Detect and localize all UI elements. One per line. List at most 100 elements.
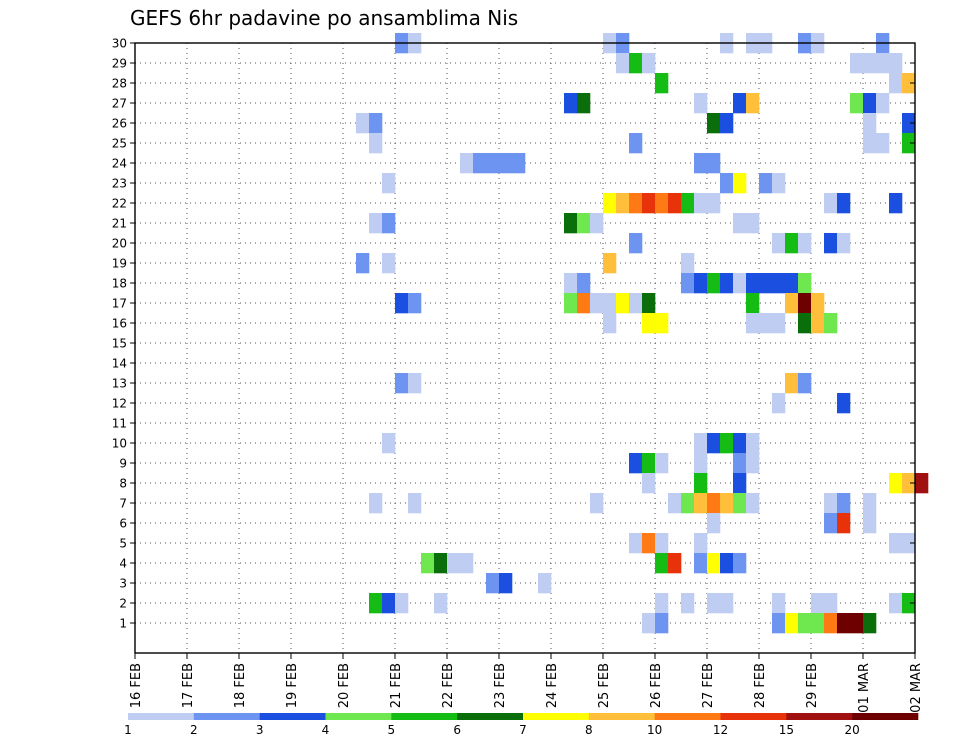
heat-cell: [694, 473, 708, 494]
x-tick-label: 17 FEB: [181, 663, 196, 708]
y-tick-label: 2: [119, 597, 127, 611]
heat-cell: [902, 593, 916, 614]
legend-label: 8: [585, 723, 593, 737]
heat-cell: [824, 313, 838, 334]
legend-label: 6: [453, 723, 461, 737]
x-tick-label: 16 FEB: [129, 663, 144, 708]
y-tick-label: 16: [112, 317, 127, 331]
legend-label: 2: [190, 723, 198, 737]
legend-label: 7: [519, 723, 527, 737]
heat-cell: [746, 433, 760, 454]
heat-cell: [772, 593, 786, 614]
heat-cell: [603, 193, 617, 214]
heat-cell: [564, 213, 578, 234]
heat-cell: [876, 93, 890, 114]
heat-cell: [395, 373, 409, 394]
heat-cell: [798, 293, 812, 314]
heat-cell: [668, 493, 682, 514]
heat-cell: [642, 313, 656, 334]
heat-cell: [694, 153, 708, 174]
y-tick-label: 11: [112, 417, 127, 431]
heat-cell: [889, 593, 903, 614]
heat-cell: [395, 293, 409, 314]
heat-cell: [733, 453, 747, 474]
y-tick-label: 30: [112, 37, 127, 51]
heat-cell: [590, 213, 604, 234]
heat-cell: [642, 293, 656, 314]
heat-cell: [798, 613, 812, 634]
heat-cell: [642, 473, 656, 494]
heat-cell: [395, 593, 409, 614]
heat-cell: [629, 53, 643, 74]
heat-cell: [382, 253, 396, 274]
legend-label: 12: [713, 723, 728, 737]
heat-cell: [733, 93, 747, 114]
heat-cell: [915, 473, 929, 494]
heat-cell: [863, 93, 877, 114]
heat-cell: [707, 193, 721, 214]
heat-cell: [720, 273, 734, 294]
heat-cell: [746, 313, 760, 334]
y-tick-label: 4: [119, 557, 127, 571]
x-tick-label: 27 FEB: [701, 663, 716, 708]
x-tick-label: 28 FEB: [753, 663, 768, 708]
plot-frame: [134, 42, 916, 654]
heat-cell: [629, 233, 643, 254]
heat-cell: [837, 613, 851, 634]
heat-cell: [655, 613, 669, 634]
y-tick-label: 22: [112, 197, 127, 211]
heat-cell: [408, 293, 422, 314]
heat-cell: [369, 493, 383, 514]
legend-swatch: [325, 713, 392, 720]
y-tick-label: 21: [112, 217, 127, 231]
legend-swatch: [523, 713, 590, 720]
heat-cell: [629, 293, 643, 314]
heat-cell: [681, 253, 695, 274]
y-tick-label: 6: [119, 517, 127, 531]
x-tick-label: 24 FEB: [545, 663, 560, 708]
x-tick-label: 20 FEB: [337, 663, 352, 708]
heat-cell: [707, 553, 721, 574]
heat-cell: [863, 53, 877, 74]
heat-cell: [382, 593, 396, 614]
heat-cell: [356, 113, 370, 134]
y-tick-label: 28: [112, 77, 127, 91]
heat-cell: [720, 173, 734, 194]
heat-cell: [603, 253, 617, 274]
legend-label: 10: [647, 723, 662, 737]
legend-swatch: [391, 713, 458, 720]
legend-swatch: [786, 713, 853, 720]
heat-cell: [694, 273, 708, 294]
x-tick-label: 22 FEB: [441, 663, 456, 708]
heat-cell: [499, 153, 513, 174]
heat-cell: [772, 313, 786, 334]
heat-cell: [707, 433, 721, 454]
heat-cell: [369, 593, 383, 614]
heat-cell: [707, 593, 721, 614]
heat-cell: [746, 213, 760, 234]
heat-cell: [408, 493, 422, 514]
y-tick-label: 29: [112, 57, 127, 71]
heat-cell: [590, 493, 604, 514]
heat-cell: [603, 293, 617, 314]
heat-cell: [499, 573, 513, 594]
y-tick-label: 14: [112, 357, 127, 371]
heat-cell: [356, 253, 370, 274]
heat-cell: [707, 273, 721, 294]
heat-cell: [902, 133, 916, 154]
heat-cell: [746, 453, 760, 474]
heat-cell: [720, 493, 734, 514]
heat-cell: [681, 593, 695, 614]
heat-cell: [694, 533, 708, 554]
heat-cell: [889, 193, 903, 214]
legend-label: 20: [845, 723, 860, 737]
y-tick-label: 10: [112, 437, 127, 451]
heat-cell: [668, 553, 682, 574]
heat-cell: [902, 73, 916, 94]
heat-cell: [746, 93, 760, 114]
heat-cell: [889, 53, 903, 74]
y-tick-label: 12: [112, 397, 127, 411]
y-tick-label: 23: [112, 177, 127, 191]
